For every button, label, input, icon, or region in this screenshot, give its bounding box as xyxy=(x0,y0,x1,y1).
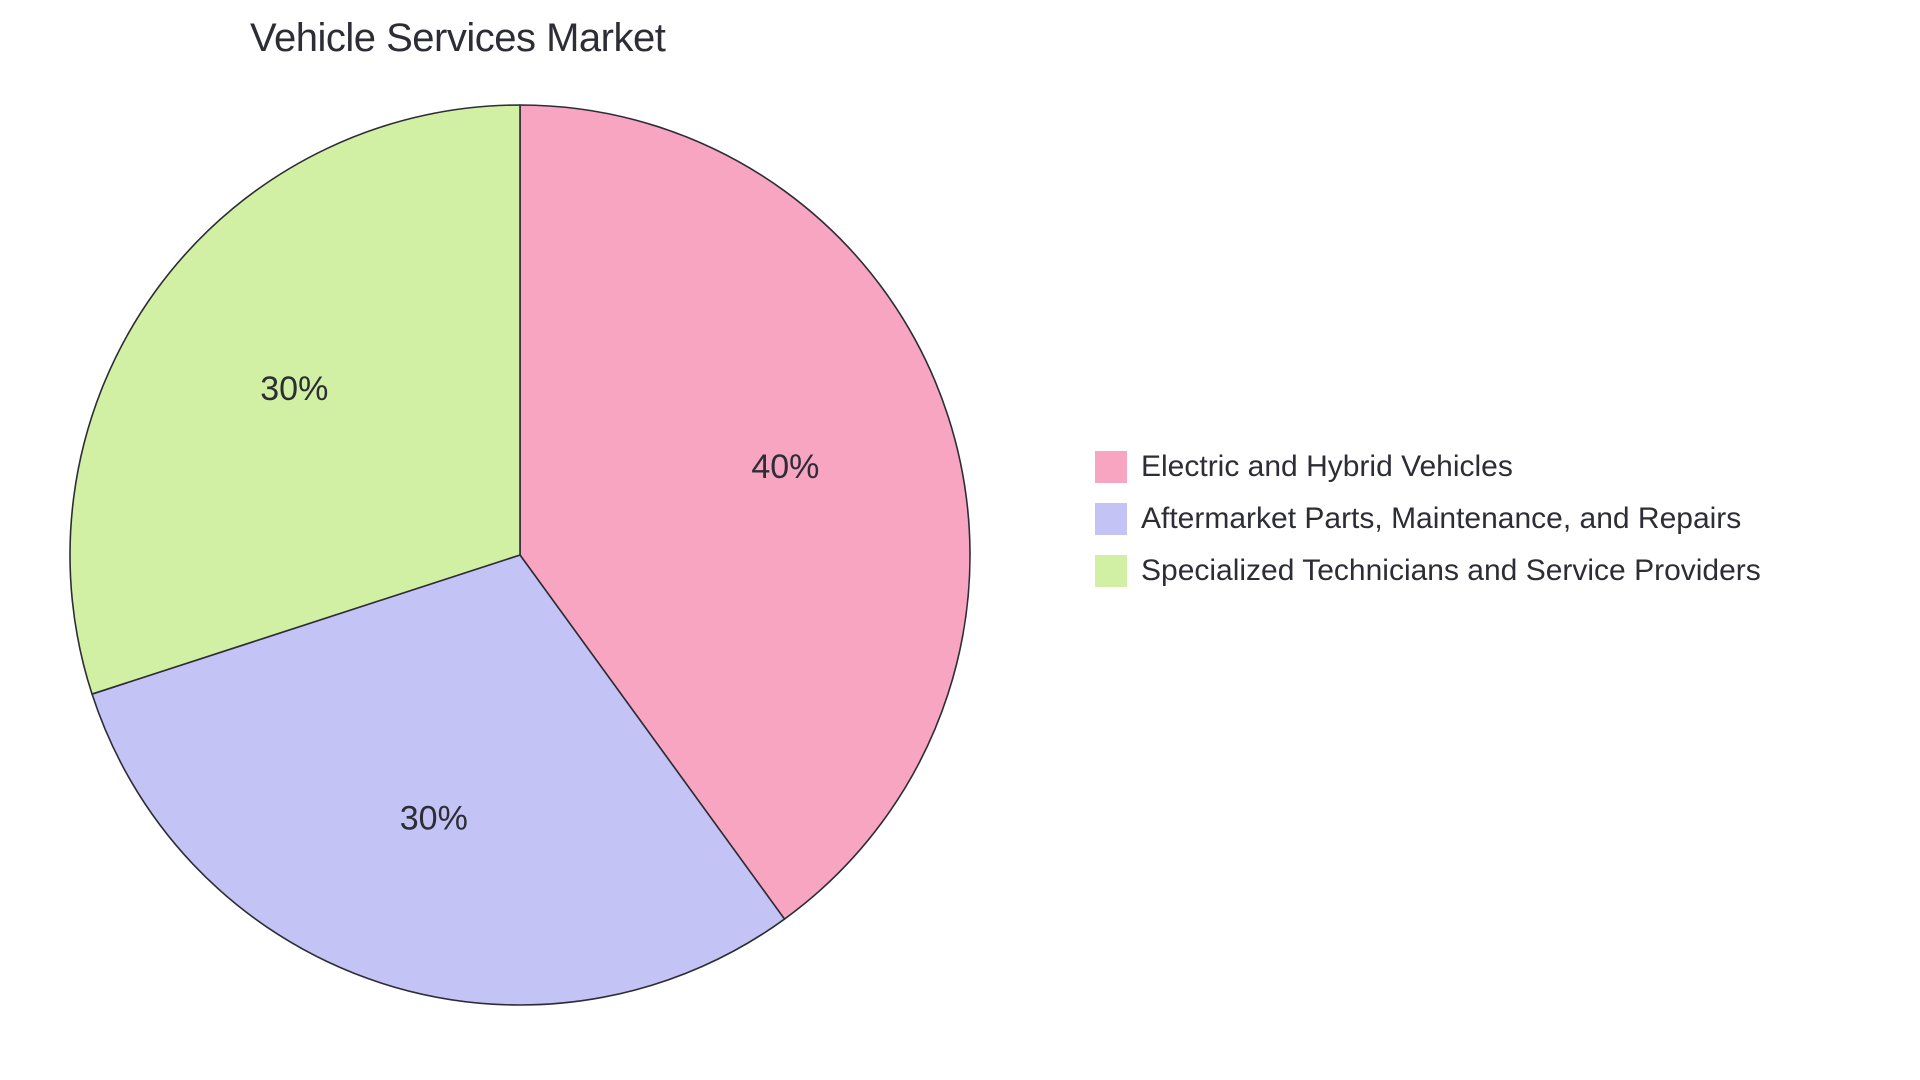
chart-container: Vehicle Services Market 40%30%30% Electr… xyxy=(0,0,1920,1080)
legend: Electric and Hybrid Vehicles Aftermarket … xyxy=(1095,450,1761,588)
legend-label: Specialized Technicians and Service Prov… xyxy=(1141,554,1761,588)
legend-item: Electric and Hybrid Vehicles xyxy=(1095,450,1761,484)
legend-swatch xyxy=(1095,555,1127,587)
legend-item: Aftermarket Parts, Maintenance, and Repa… xyxy=(1095,502,1761,536)
legend-label: Electric and Hybrid Vehicles xyxy=(1141,450,1513,484)
pie-slice-label: 40% xyxy=(751,448,819,486)
pie-slice-label: 30% xyxy=(400,799,468,837)
legend-swatch xyxy=(1095,451,1127,483)
legend-label: Aftermarket Parts, Maintenance, and Repa… xyxy=(1141,502,1741,536)
legend-item: Specialized Technicians and Service Prov… xyxy=(1095,554,1761,588)
legend-swatch xyxy=(1095,503,1127,535)
pie-slice-label: 30% xyxy=(260,370,328,408)
